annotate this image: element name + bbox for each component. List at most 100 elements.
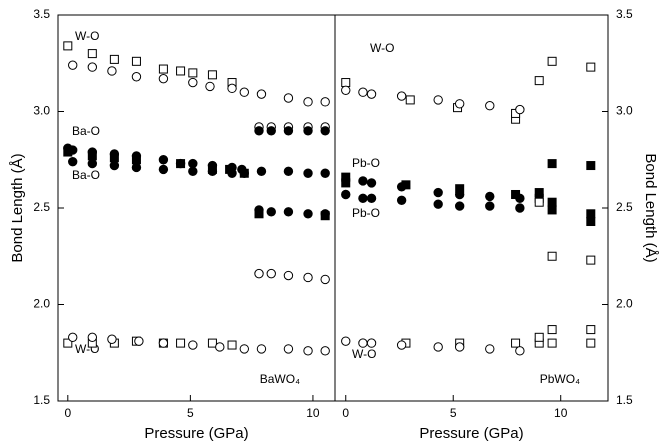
circle-marker	[107, 334, 117, 344]
circle-marker	[266, 126, 276, 136]
circle-marker	[485, 101, 495, 111]
square-marker	[188, 68, 198, 78]
circle-marker	[320, 126, 330, 136]
circle-marker	[433, 187, 443, 198]
circle-marker	[254, 268, 264, 279]
square-marker	[547, 205, 557, 215]
square-marker	[534, 76, 544, 86]
circle-marker	[396, 91, 407, 101]
circle-marker	[515, 203, 525, 213]
circle-marker	[303, 126, 313, 136]
circle-marker	[454, 189, 465, 200]
circle-marker	[131, 72, 142, 82]
circle-marker	[188, 340, 198, 350]
circle-marker	[366, 193, 377, 204]
y-tick-label: 1.5	[33, 393, 50, 407]
square-marker	[227, 340, 237, 350]
circle-marker	[320, 346, 330, 356]
square-marker	[239, 168, 249, 178]
square-marker	[131, 155, 141, 165]
circle-marker	[341, 189, 351, 200]
circle-marker	[283, 126, 294, 136]
y-tick-label: 1.5	[616, 393, 633, 407]
square-marker	[586, 62, 596, 72]
x-tick-label: 5	[187, 406, 194, 420]
circle-marker	[485, 191, 495, 202]
annotation: W-O	[352, 347, 376, 361]
circle-marker	[396, 182, 407, 192]
square-marker	[586, 217, 596, 227]
circle-marker	[256, 344, 267, 354]
circle-marker	[320, 97, 330, 107]
circle-marker	[303, 168, 313, 178]
panel-label: BaWO₄	[260, 372, 300, 386]
circle-marker	[485, 344, 495, 354]
circle-marker	[303, 209, 313, 219]
circle-marker	[283, 166, 294, 177]
circle-marker	[341, 85, 351, 95]
circle-marker	[158, 155, 169, 165]
square-marker	[207, 164, 217, 174]
circle-marker	[341, 336, 351, 346]
circle-marker	[87, 332, 98, 343]
circle-marker	[283, 270, 294, 281]
square-marker	[547, 251, 557, 261]
square-marker	[586, 338, 596, 348]
square-marker	[87, 151, 97, 161]
x-axis-label: Pressure (GPa)	[419, 425, 523, 442]
y-tick-label: 3.0	[616, 104, 633, 118]
circle-marker	[283, 344, 294, 354]
square-marker	[87, 49, 97, 59]
annotation: Pb-O	[352, 206, 380, 220]
circle-marker	[256, 166, 267, 177]
y-tick-label: 3.0	[33, 104, 50, 118]
circle-marker	[366, 338, 377, 348]
circle-marker	[254, 205, 264, 215]
square-marker	[176, 159, 186, 169]
circle-marker	[303, 346, 313, 356]
circle-marker	[215, 342, 225, 352]
circle-marker	[107, 66, 117, 76]
square-marker	[207, 338, 217, 348]
circle-marker	[320, 209, 330, 219]
circle-marker	[87, 158, 98, 169]
annotation: Ba-O	[72, 124, 100, 138]
circle-marker	[131, 162, 142, 173]
circle-marker	[396, 340, 407, 350]
circle-marker	[366, 178, 377, 188]
circle-marker	[188, 77, 198, 88]
circle-marker	[454, 342, 465, 352]
square-marker	[586, 325, 596, 335]
circle-marker	[366, 89, 377, 99]
circle-marker	[256, 89, 267, 99]
circle-marker	[433, 342, 443, 352]
square-marker	[341, 178, 351, 188]
circle-marker	[358, 176, 368, 186]
circle-marker	[109, 160, 120, 171]
circle-marker	[134, 336, 144, 346]
circle-marker	[320, 168, 330, 178]
circle-marker	[283, 93, 294, 103]
square-marker	[341, 78, 351, 88]
square-marker	[158, 64, 168, 74]
y-axis-label: Bond Length (Å)	[642, 153, 659, 262]
circle-marker	[239, 87, 250, 97]
circle-marker	[433, 199, 443, 209]
circle-marker	[158, 164, 169, 175]
square-marker	[534, 332, 544, 342]
square-marker	[547, 56, 557, 66]
y-tick-label: 2.5	[33, 200, 50, 214]
square-marker	[225, 164, 235, 174]
annotation: W-O	[75, 29, 99, 43]
square-marker	[63, 147, 73, 157]
square-marker	[176, 66, 186, 76]
circle-marker	[358, 193, 368, 204]
square-marker	[176, 338, 186, 348]
square-marker	[547, 159, 557, 169]
annotation: Pb-O	[352, 156, 380, 170]
square-marker	[534, 197, 544, 207]
circle-marker	[266, 207, 276, 217]
x-tick-label: 10	[306, 406, 320, 420]
square-marker	[547, 325, 557, 335]
